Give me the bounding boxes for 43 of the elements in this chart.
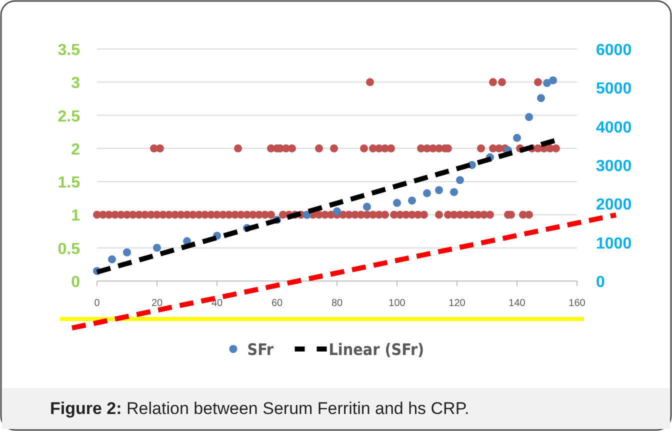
point [393,198,401,207]
y-tick-label: 1.5 [58,174,80,192]
x-tick-label: 160 [568,298,586,309]
x-tick-label: 80 [331,298,343,309]
x-tick-label: 40 [211,298,223,309]
point [435,186,443,194]
point [456,176,464,184]
point [408,196,416,205]
y-tick-label: 1 [71,208,80,225]
point [108,255,116,264]
point [450,188,458,196]
x-tick-label: 140 [508,298,526,309]
y-tick-label: 0.5 [58,240,80,258]
y2-tick-label: 2000 [596,196,632,214]
point [363,202,371,211]
y2-tick-label: 1000 [596,235,632,252]
x-tick-label: 120 [448,298,466,309]
y2-tick-label: 0 [596,274,605,291]
y2-tick-label: 6000 [596,42,632,59]
x-tick-label: 0 [94,298,100,309]
legend-label: Linear (SFr) [328,340,424,359]
point [537,94,545,102]
x-tick-label: 100 [388,298,406,309]
legend-label: SFr [247,340,274,359]
y2-tick-label: 3000 [596,158,632,175]
y2-tick-label: 4000 [596,119,632,136]
point [153,244,161,252]
point [333,207,341,216]
point [525,113,533,122]
y-tick-label: 2.5 [58,108,80,126]
y-tick-label: 3.5 [58,42,80,59]
x-tick-label: 20 [151,298,163,309]
point [549,76,557,84]
y-tick-label: 3 [71,75,80,92]
y2-tick-label: 5000 [596,80,632,98]
y-tick-label: 2 [71,141,80,158]
point [513,134,521,142]
y-tick-label: 0 [71,274,80,291]
point [543,79,551,88]
x-tick-label: 60 [271,298,283,309]
point [423,189,431,198]
point [123,248,131,256]
caption: Figure 2: Relation between Serum Ferritin and hs CRP. [50,399,470,418]
